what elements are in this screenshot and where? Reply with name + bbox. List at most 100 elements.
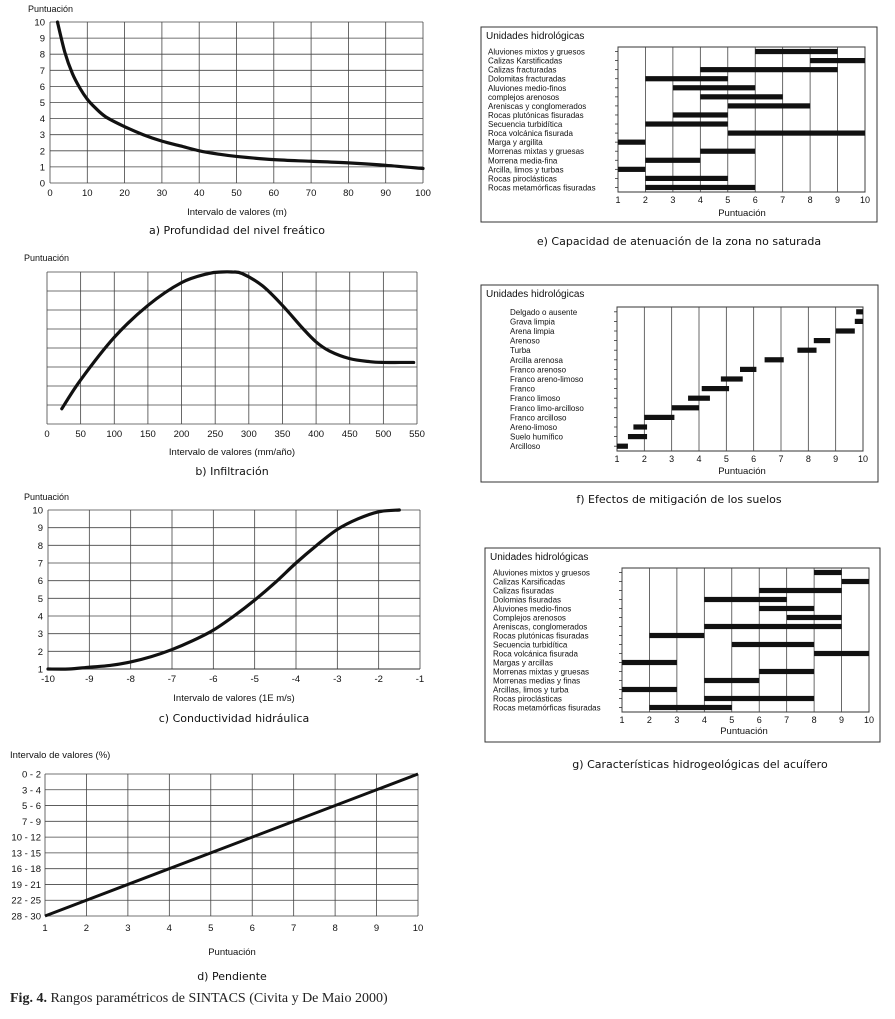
x-tick-label: 20 (119, 188, 130, 199)
x-tick-label: -3 (333, 674, 341, 685)
data-line (44, 772, 419, 918)
range-bar (814, 650, 869, 657)
category-label: Dolomitas fracturadas (488, 75, 566, 84)
data-curve (55, 20, 425, 171)
x-tick-label: 250 (207, 429, 223, 440)
category-label: Rocas metamórficas fisuradas (488, 183, 596, 192)
y-tick-label: 8 (40, 50, 45, 61)
x-tick-label: 10 (82, 188, 93, 199)
figure-canvas: 0 10 20 30 40 50 60 70 80 90 100012345678910Puntua… (10, 4, 881, 983)
chart-a: 0 10 20 30 40 50 60 70 80 90 100 0 1 2 3 4 5 6 7 8 9 10 Puntua… (28, 4, 431, 237)
range-bar (755, 48, 838, 55)
chart-caption: f) Efectos de mitigación de los suelos (576, 493, 781, 506)
x-tick-label: 6 (751, 454, 756, 464)
chart-title: Unidades hidrológicas (486, 31, 584, 42)
y-axis-title: Puntuación (24, 253, 69, 263)
range-bar (856, 309, 863, 315)
category-label: Franco arcilloso (510, 413, 567, 422)
chart-frame (480, 284, 879, 483)
x-tick-label: 4 (696, 454, 701, 464)
y-tick-label: 10 (34, 18, 45, 29)
x-tick-label: -5 (250, 674, 258, 685)
x-tick-label: 3 (674, 715, 679, 725)
x-tick-label: 1 (619, 715, 624, 725)
x-tick-label: 3 (125, 923, 130, 934)
x-tick-label: 500 (375, 429, 391, 440)
x-tick-label: 2 (84, 923, 89, 934)
category-label: Aluviones mixtos y gruesos (488, 48, 585, 57)
category-label: Grava limpia (510, 317, 555, 326)
y-tick-label: 4 (40, 114, 45, 125)
y-tick-label: 22 - 25 (11, 896, 41, 907)
x-axis-title: Puntuación (718, 466, 766, 477)
x-tick-label: 50 (75, 429, 86, 440)
range-bar (645, 76, 728, 82)
range-bar (759, 587, 842, 594)
x-tick-label: 10 (864, 715, 874, 725)
category-label: Arena limpia (510, 327, 555, 336)
y-tick-label: 7 (38, 559, 43, 570)
x-tick-label: 5 (208, 923, 213, 934)
y-tick-label: 3 - 4 (22, 785, 41, 796)
x-tick-label: 7 (291, 923, 296, 934)
range-bar (617, 443, 628, 449)
x-tick-label: -4 (292, 674, 300, 685)
x-tick-label: 3 (669, 454, 674, 464)
y-axis-title: Intervalo de valores (%) (10, 750, 110, 761)
category-label: Suelo humífico (510, 433, 563, 442)
category-label: Secuencia turbidítica (493, 641, 568, 650)
x-tick-label: 1 (615, 195, 620, 205)
range-bar (645, 175, 728, 182)
y-axis-title: Puntuación (28, 4, 73, 14)
range-bar (644, 414, 675, 420)
x-tick-label: 2 (643, 195, 648, 205)
chart-frame (484, 547, 881, 743)
y-tick-label: 5 (40, 98, 45, 109)
range-bar (618, 166, 646, 172)
x-tick-label: -10 (41, 674, 55, 685)
x-tick-label: 8 (806, 454, 811, 464)
x-axis-title: Puntuación (208, 947, 256, 958)
category-label: Areniscas, conglomerados (493, 623, 587, 632)
x-tick-label: 7 (784, 715, 789, 725)
figure-text: Rangos paramétricos de SINTACS (Civita y… (50, 991, 388, 1006)
x-tick-label: 9 (835, 195, 840, 205)
x-tick-label: 0 (44, 429, 49, 440)
category-label: Franco arenoso (510, 365, 567, 374)
chart-title: Unidades hidrológicas (486, 289, 584, 300)
chart-e: Unidades hidrológicas 1 2 3 4 5 6 7 8 9 10 Puntuaci… (480, 26, 878, 248)
x-tick-label: 40 (194, 188, 205, 199)
category-label: Secuencia turbidítica (488, 120, 563, 129)
y-tick-label: 9 (40, 34, 45, 45)
category-label: Calizas Karsificadas (493, 578, 565, 587)
chart-d: 1 2 3 4 5 6 7 8 9 10 0 - 2 3 - 4 5 - 6 7 - 9 10 - 12 13… (10, 750, 423, 983)
x-tick-label: 0 (47, 188, 52, 199)
chart-caption: d) Pendiente (197, 970, 267, 983)
x-tick-label: 4 (167, 923, 172, 934)
x-axis-title: Intervalo de valores (1E m/s) (173, 693, 294, 704)
x-tick-label: 9 (374, 923, 379, 934)
x-tick-label: 90 (380, 188, 391, 199)
x-tick-label: 8 (332, 923, 337, 934)
category-label: Franco (510, 385, 535, 394)
x-tick-label: 7 (780, 195, 785, 205)
category-label: Morrenas mixtas y gruesas (493, 668, 589, 677)
y-tick-label: 2 (38, 647, 43, 658)
x-tick-label: 2 (647, 715, 652, 725)
category-label: Calizas fracturadas (488, 66, 556, 75)
x-axis-title: Puntuación (720, 726, 768, 737)
category-label: Rocas metamórficas fisuradas (493, 704, 601, 713)
x-tick-label: 6 (757, 715, 762, 725)
x-tick-label: 550 (409, 429, 425, 440)
category-label: Roca volcánica fisurada (493, 650, 578, 659)
category-label: Aluviones medio-finos (488, 84, 566, 93)
range-bar (618, 139, 646, 145)
range-bar (841, 578, 869, 585)
chart-b: 0 50 100 150 200 250 300 350 400 450 500 550 Puntuac… (24, 253, 425, 478)
range-bar (622, 686, 677, 693)
category-label: Areno-limoso (510, 423, 558, 432)
range-bar (700, 94, 783, 100)
category-label: Calizas fisuradas (493, 587, 554, 596)
range-bar (797, 347, 817, 353)
x-tick-label: -8 (126, 674, 134, 685)
